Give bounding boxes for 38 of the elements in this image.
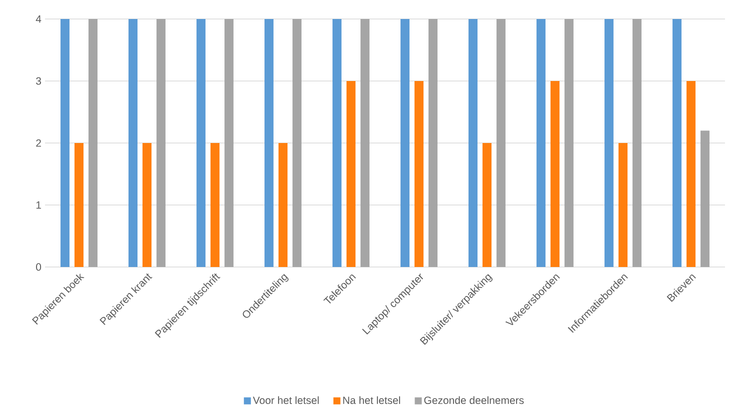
y-tick-label: 3 xyxy=(36,77,42,85)
bar xyxy=(632,19,642,267)
legend-label: Na het letsel xyxy=(343,396,400,404)
bar xyxy=(196,19,206,267)
bar xyxy=(468,19,478,267)
bar xyxy=(414,81,424,267)
bar xyxy=(224,19,234,267)
bar xyxy=(496,19,506,267)
bar xyxy=(88,19,98,267)
y-tick-label: 0 xyxy=(36,263,42,271)
bar xyxy=(482,143,492,267)
y-tick-label: 4 xyxy=(36,15,42,23)
bar xyxy=(60,19,70,267)
bar xyxy=(700,130,710,267)
bar xyxy=(360,19,370,267)
y-tick-label: 1 xyxy=(36,201,41,209)
bar xyxy=(536,19,546,267)
bar xyxy=(332,19,342,267)
bar xyxy=(428,19,438,267)
bar xyxy=(550,81,560,267)
bar xyxy=(672,19,682,267)
bar xyxy=(74,143,84,267)
bar xyxy=(156,19,166,267)
bar xyxy=(210,143,220,267)
bar xyxy=(128,19,138,267)
bar xyxy=(346,81,356,267)
bar xyxy=(264,19,274,267)
legend-label: Gezonde deelnemers xyxy=(424,396,524,404)
bar xyxy=(604,19,614,267)
bar xyxy=(564,19,574,267)
bar xyxy=(278,143,288,267)
bar xyxy=(292,19,302,267)
bar xyxy=(400,19,410,267)
bar xyxy=(142,143,152,267)
bar xyxy=(686,81,696,267)
y-tick-label: 2 xyxy=(36,139,41,147)
legend-label: Voor het letsel xyxy=(252,396,319,404)
bar xyxy=(618,143,628,267)
